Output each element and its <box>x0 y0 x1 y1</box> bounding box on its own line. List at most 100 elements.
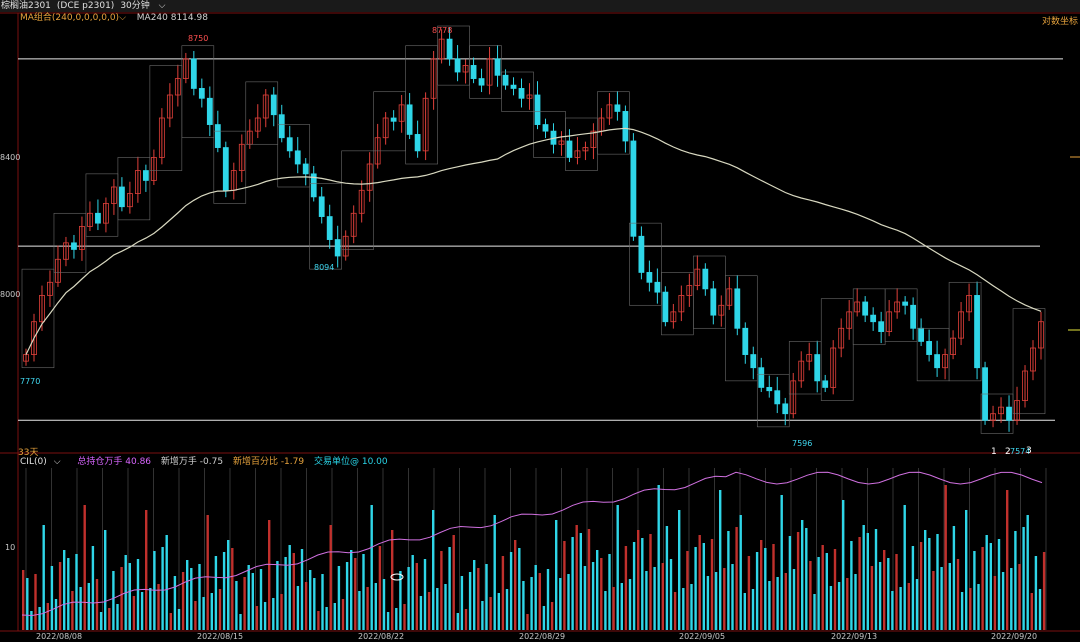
volume-bar <box>288 545 291 630</box>
candle-body <box>390 117 397 122</box>
volume-bar <box>919 542 923 630</box>
low-label-7770: 7770 <box>20 377 40 386</box>
range-box <box>501 71 534 112</box>
volume-bar <box>354 558 357 630</box>
volume-bar <box>276 561 279 630</box>
volume-bar <box>104 530 107 630</box>
candle-body <box>334 239 341 257</box>
candle-body <box>854 301 861 313</box>
volume-bar <box>67 558 70 630</box>
candle-body <box>614 104 621 112</box>
candle-body <box>406 104 413 135</box>
oi-legend-row: CIL(0) ⌵ 总持仓万手 40.86 新增万手 -0.75 新增百分比 -1.… <box>20 457 395 468</box>
volume-bar <box>239 614 242 630</box>
volume-bar <box>190 568 193 630</box>
volume-bar <box>1001 572 1005 630</box>
candle-body <box>446 38 453 60</box>
range-box <box>277 124 311 188</box>
range-box <box>149 65 183 171</box>
volume-bar <box>448 547 451 630</box>
volume-bar <box>87 583 90 630</box>
volume-bar <box>186 560 189 630</box>
period-selector[interactable]: 30分钟 ⌵ <box>120 1 166 11</box>
instrument-name[interactable]: 棕榈油2301 <box>1 1 51 11</box>
date-axis-label: 2022/09/05 <box>679 632 725 641</box>
volume-bar <box>616 505 619 630</box>
candle-body <box>222 147 229 191</box>
cil-indicator-label[interactable]: CIL(0) ⌵ <box>20 457 61 467</box>
volume-bar <box>99 612 103 630</box>
volume-bar <box>731 564 734 630</box>
volume-bar <box>706 576 710 630</box>
volume-bar <box>993 576 997 630</box>
candle-body <box>806 354 813 362</box>
candle-body <box>974 295 980 369</box>
volume-bar <box>768 581 771 630</box>
log-scale-toggle[interactable]: 对数坐标 <box>1041 17 1078 27</box>
volume-bar <box>760 540 763 630</box>
volume-bar <box>956 559 960 630</box>
candle-body <box>39 295 45 323</box>
volume-bar <box>26 578 29 630</box>
candle-body <box>558 140 565 145</box>
chevron-down-icon: ⌵ <box>158 1 166 11</box>
volume-bar <box>116 604 119 630</box>
candle-body <box>630 140 637 237</box>
volume-bar <box>686 551 689 630</box>
range-box <box>884 288 918 342</box>
volume-bar <box>501 556 505 630</box>
volume-bar <box>386 612 390 630</box>
candle-body <box>454 58 461 73</box>
volume-bar <box>780 495 783 630</box>
candle-body <box>774 390 781 405</box>
volume-bar <box>337 566 341 630</box>
candle-body <box>654 281 661 293</box>
volume-bar <box>161 547 164 630</box>
candle-body <box>918 327 925 342</box>
candle-body <box>726 288 733 306</box>
candle-body <box>790 380 797 415</box>
wave-label-3: 3 <box>1026 446 1032 456</box>
volume-bar <box>362 554 365 630</box>
volume-bar <box>723 568 726 630</box>
range-box <box>405 45 438 165</box>
volume-bar <box>878 562 882 630</box>
candle-body <box>302 163 309 175</box>
candle-body <box>846 311 853 329</box>
volume-bar <box>575 525 578 630</box>
candle-body <box>718 304 725 316</box>
volume-bar <box>874 529 878 630</box>
volume-bar <box>391 530 394 630</box>
candle-body <box>1038 321 1044 349</box>
ma-legend-label[interactable]: MA组合(240,0,0,0,0,0) <box>20 13 120 23</box>
candle-body <box>686 285 693 296</box>
volume-bar <box>514 540 517 630</box>
candle-body <box>430 58 437 99</box>
volume-bar <box>997 539 1001 630</box>
volume-bar <box>567 574 570 630</box>
candle-body <box>710 288 717 316</box>
volume-bar <box>911 546 915 630</box>
wave-label-1: 1 <box>991 447 997 457</box>
high-label-8778: 8778 <box>432 26 452 35</box>
volume-bar <box>370 505 373 630</box>
volume-bar <box>710 539 714 630</box>
chevron-down-icon[interactable]: ⌵ <box>119 13 126 23</box>
volume-bar <box>1010 568 1013 630</box>
volume-bar <box>669 559 673 630</box>
volume-bar <box>784 573 787 630</box>
volume-bar <box>788 536 792 630</box>
volume-bar <box>132 596 136 630</box>
volume-bar <box>866 533 869 630</box>
volume-bar <box>436 588 439 630</box>
candle-body <box>111 186 117 204</box>
volume-bar <box>719 490 722 630</box>
volume-bar <box>452 535 455 630</box>
volume-bar <box>345 562 349 630</box>
range-box <box>629 222 662 306</box>
volume-bar <box>382 579 386 630</box>
volume-bar <box>628 579 632 630</box>
volume-bar <box>210 593 213 630</box>
volume-bar <box>145 510 148 630</box>
